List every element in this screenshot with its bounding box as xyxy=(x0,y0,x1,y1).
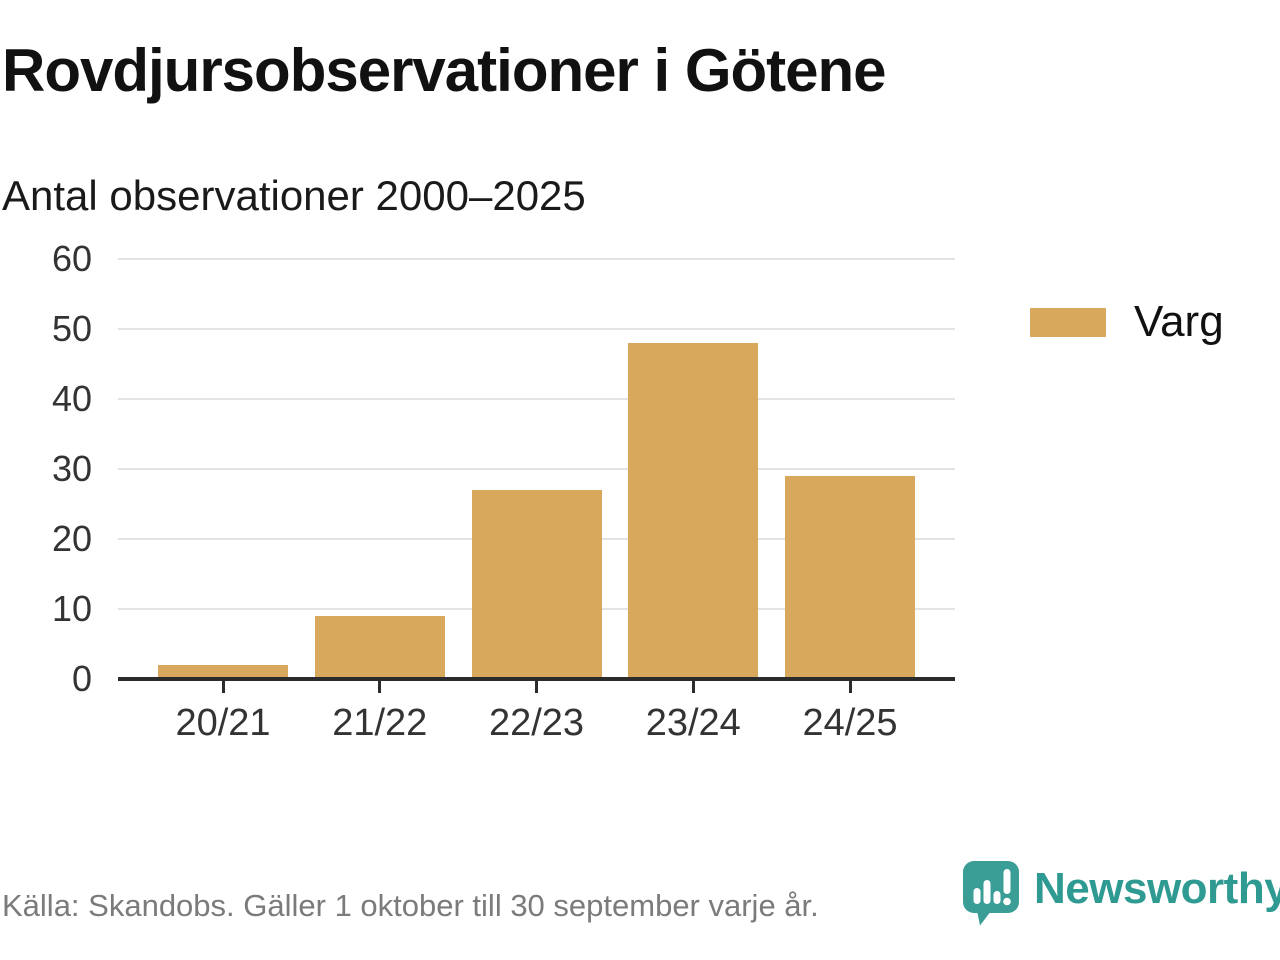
x-axis-tick-24-25 xyxy=(848,681,852,693)
bar-20-21 xyxy=(158,665,288,679)
gridline-y-30 xyxy=(118,468,955,470)
y-axis-label-10: 10 xyxy=(51,588,92,629)
x-axis-tick-23-24 xyxy=(691,681,695,693)
chart-subtitle: Antal observationer 2000–2025 xyxy=(2,172,586,219)
x-axis-label-24-25: 24/25 xyxy=(802,702,898,744)
chart-title: Rovdjursobservationer i Götene xyxy=(2,37,887,104)
legend-swatch-varg xyxy=(1030,307,1106,337)
newsworthy-speech-bubble-bar-chart-icon xyxy=(962,860,1020,931)
newsworthy-logo: Newsworthy xyxy=(962,860,1280,931)
gridline-y-40 xyxy=(118,398,955,400)
newsworthy-logo-text: Newsworthy xyxy=(1034,864,1280,913)
x-axis-label-21-22: 21/22 xyxy=(332,702,428,744)
y-axis-label-60: 60 xyxy=(51,238,92,279)
x-axis-tick-22-23 xyxy=(535,681,538,693)
legend-label: Varg xyxy=(1134,297,1224,346)
x-axis-line xyxy=(118,677,955,681)
gridline-y-50 xyxy=(118,328,955,330)
x-axis-label-22-23: 22/23 xyxy=(488,702,585,744)
legend: Varg xyxy=(1030,297,1224,347)
x-axis-label-20-21: 20/21 xyxy=(175,702,271,744)
gridline-y-60 xyxy=(118,258,955,260)
source-note: Källa: Skandobs. Gäller 1 oktober till 3… xyxy=(2,888,819,923)
y-axis-label-20: 20 xyxy=(51,518,92,559)
x-axis-tick-20-21 xyxy=(221,681,225,693)
x-axis-label-23-24: 23/24 xyxy=(645,702,741,744)
y-axis-label-40: 40 xyxy=(51,378,92,419)
y-axis-label-30: 30 xyxy=(51,448,92,489)
x-axis-tick-21-22 xyxy=(378,681,382,693)
bar-21-22 xyxy=(314,616,445,679)
y-axis-label-50: 50 xyxy=(51,308,92,349)
bar-24-25 xyxy=(785,476,915,679)
y-axis-label-0: 0 xyxy=(71,658,92,699)
bar-23-24 xyxy=(628,343,759,679)
bar-22-23 xyxy=(471,490,602,679)
